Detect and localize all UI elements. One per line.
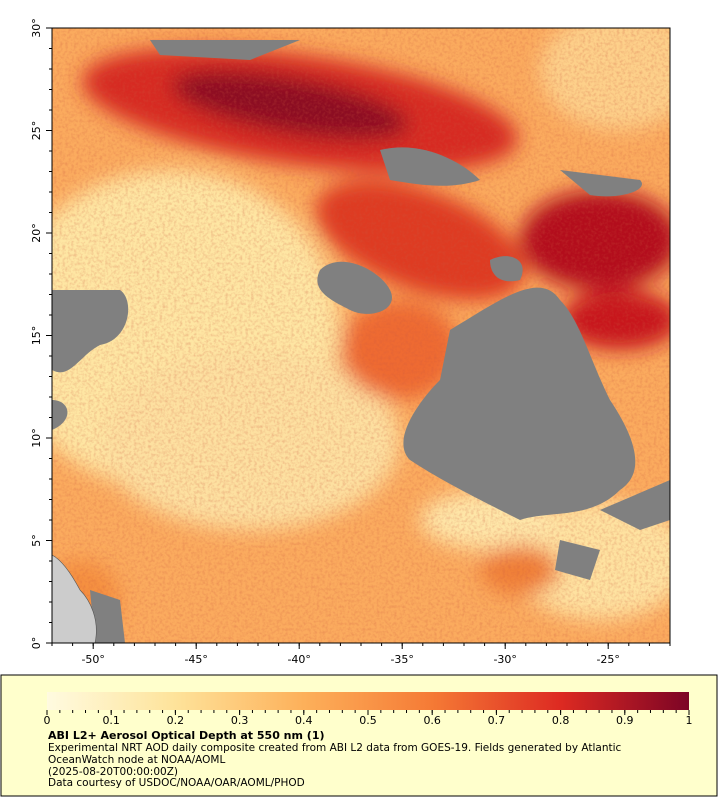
caption-line: Experimental NRT AOD daily composite cre… bbox=[48, 742, 622, 754]
y-tick-label: 15° bbox=[30, 326, 43, 346]
colorbar-tick-label: 0.5 bbox=[359, 714, 377, 727]
colorbar-tick-label: 0.6 bbox=[423, 714, 441, 727]
x-tick-label: -40° bbox=[287, 653, 310, 666]
x-tick-label: -45° bbox=[184, 653, 207, 666]
colorbar-tick-label: 0.4 bbox=[295, 714, 313, 727]
y-tick-label: 30° bbox=[30, 18, 43, 38]
colorbar-tick-label: 0.3 bbox=[231, 714, 249, 727]
colorbar-tick-label: 0.1 bbox=[102, 714, 120, 727]
x-tick-label: -35° bbox=[390, 653, 413, 666]
colorbar-tick-label: 0.7 bbox=[488, 714, 506, 727]
caption-line: (2025-08-20T00:00:00Z) bbox=[48, 766, 178, 778]
colorbar-tick-label: 0 bbox=[44, 714, 51, 727]
y-tick-label: 20° bbox=[30, 223, 43, 243]
y-tick-label: 0° bbox=[30, 637, 43, 650]
y-tick-label: 5° bbox=[30, 534, 43, 547]
y-tick-label: 25° bbox=[30, 121, 43, 141]
colorbar-tick-label: 0.2 bbox=[167, 714, 185, 727]
x-tick-label: -25° bbox=[596, 653, 619, 666]
x-tick-label: -50° bbox=[81, 653, 104, 666]
colorbar-tick-label: 0.8 bbox=[552, 714, 570, 727]
aod-field bbox=[52, 28, 670, 643]
legend-title: ABI L2+ Aerosol Optical Depth at 550 nm … bbox=[48, 729, 325, 742]
caption-line: OceanWatch node at NOAA/AOML bbox=[48, 754, 225, 766]
colorbar bbox=[47, 692, 689, 710]
colorbar-tick-label: 1 bbox=[686, 714, 693, 727]
x-tick-label: -30° bbox=[493, 653, 516, 666]
y-tick-label: 10° bbox=[30, 428, 43, 448]
colorbar-tick-label: 0.9 bbox=[616, 714, 634, 727]
caption-line: Data courtesy of USDOC/NOAA/OAR/AOML/PHO… bbox=[48, 777, 305, 789]
